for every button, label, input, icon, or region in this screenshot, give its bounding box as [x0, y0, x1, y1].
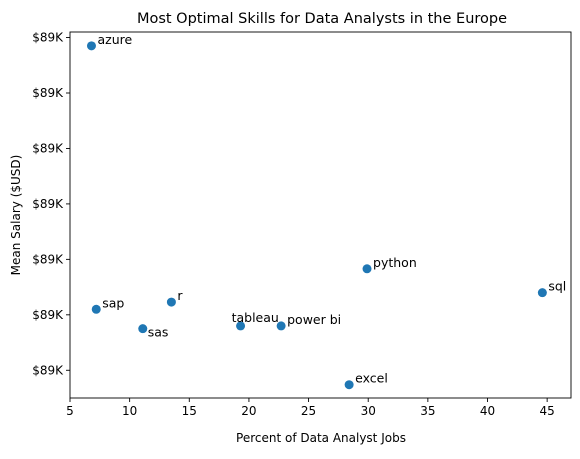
y-tick-label: $89K — [32, 141, 64, 155]
data-point — [86, 41, 96, 51]
data-points — [86, 41, 547, 390]
x-tick-label: 10 — [122, 404, 137, 418]
point-label: power bi — [287, 312, 341, 327]
x-axis-label: Percent of Data Analyst Jobs — [236, 431, 406, 445]
x-axis: 5 10 15 20 25 30 35 40 45 — [66, 398, 555, 418]
y-tick-label: $89K — [32, 363, 64, 377]
x-tick-label: 5 — [66, 404, 74, 418]
x-tick-label: 15 — [182, 404, 197, 418]
y-tick-label: $89K — [32, 197, 64, 211]
point-label: excel — [355, 371, 388, 386]
data-point — [537, 288, 547, 298]
point-labels: azure python sql r sap tableau power bi sas exce… — [97, 32, 566, 386]
x-tick-label: 20 — [241, 404, 256, 418]
x-tick-label: 25 — [301, 404, 316, 418]
data-point — [362, 264, 372, 274]
x-tick-label: 45 — [540, 404, 555, 418]
plot-frame — [69, 31, 572, 399]
y-tick-label: $89K — [32, 86, 64, 100]
y-axis-label: Mean Salary ($USD) — [9, 155, 23, 276]
y-axis: $89K $89K $89K $89K $89K $89K $89K — [32, 31, 70, 377]
data-point — [236, 321, 246, 331]
data-point — [91, 304, 101, 314]
point-label: azure — [97, 32, 132, 47]
data-point — [276, 321, 286, 331]
point-label: r — [177, 288, 183, 303]
x-tick-label: 35 — [420, 404, 435, 418]
point-label: python — [373, 255, 417, 270]
y-tick-label: $89K — [32, 31, 64, 45]
y-tick-label: $89K — [32, 308, 64, 322]
x-tick-label: 30 — [361, 404, 376, 418]
data-point — [138, 324, 148, 334]
point-label: sas — [148, 325, 169, 340]
data-point — [344, 380, 354, 390]
point-label: tableau — [232, 310, 279, 325]
point-label: sap — [102, 295, 124, 310]
x-tick-label: 40 — [480, 404, 495, 418]
data-point — [166, 297, 176, 307]
chart-title: Most Optimal Skills for Data Analysts in… — [137, 11, 507, 27]
point-label: sql — [548, 279, 566, 294]
y-tick-label: $89K — [32, 252, 64, 266]
